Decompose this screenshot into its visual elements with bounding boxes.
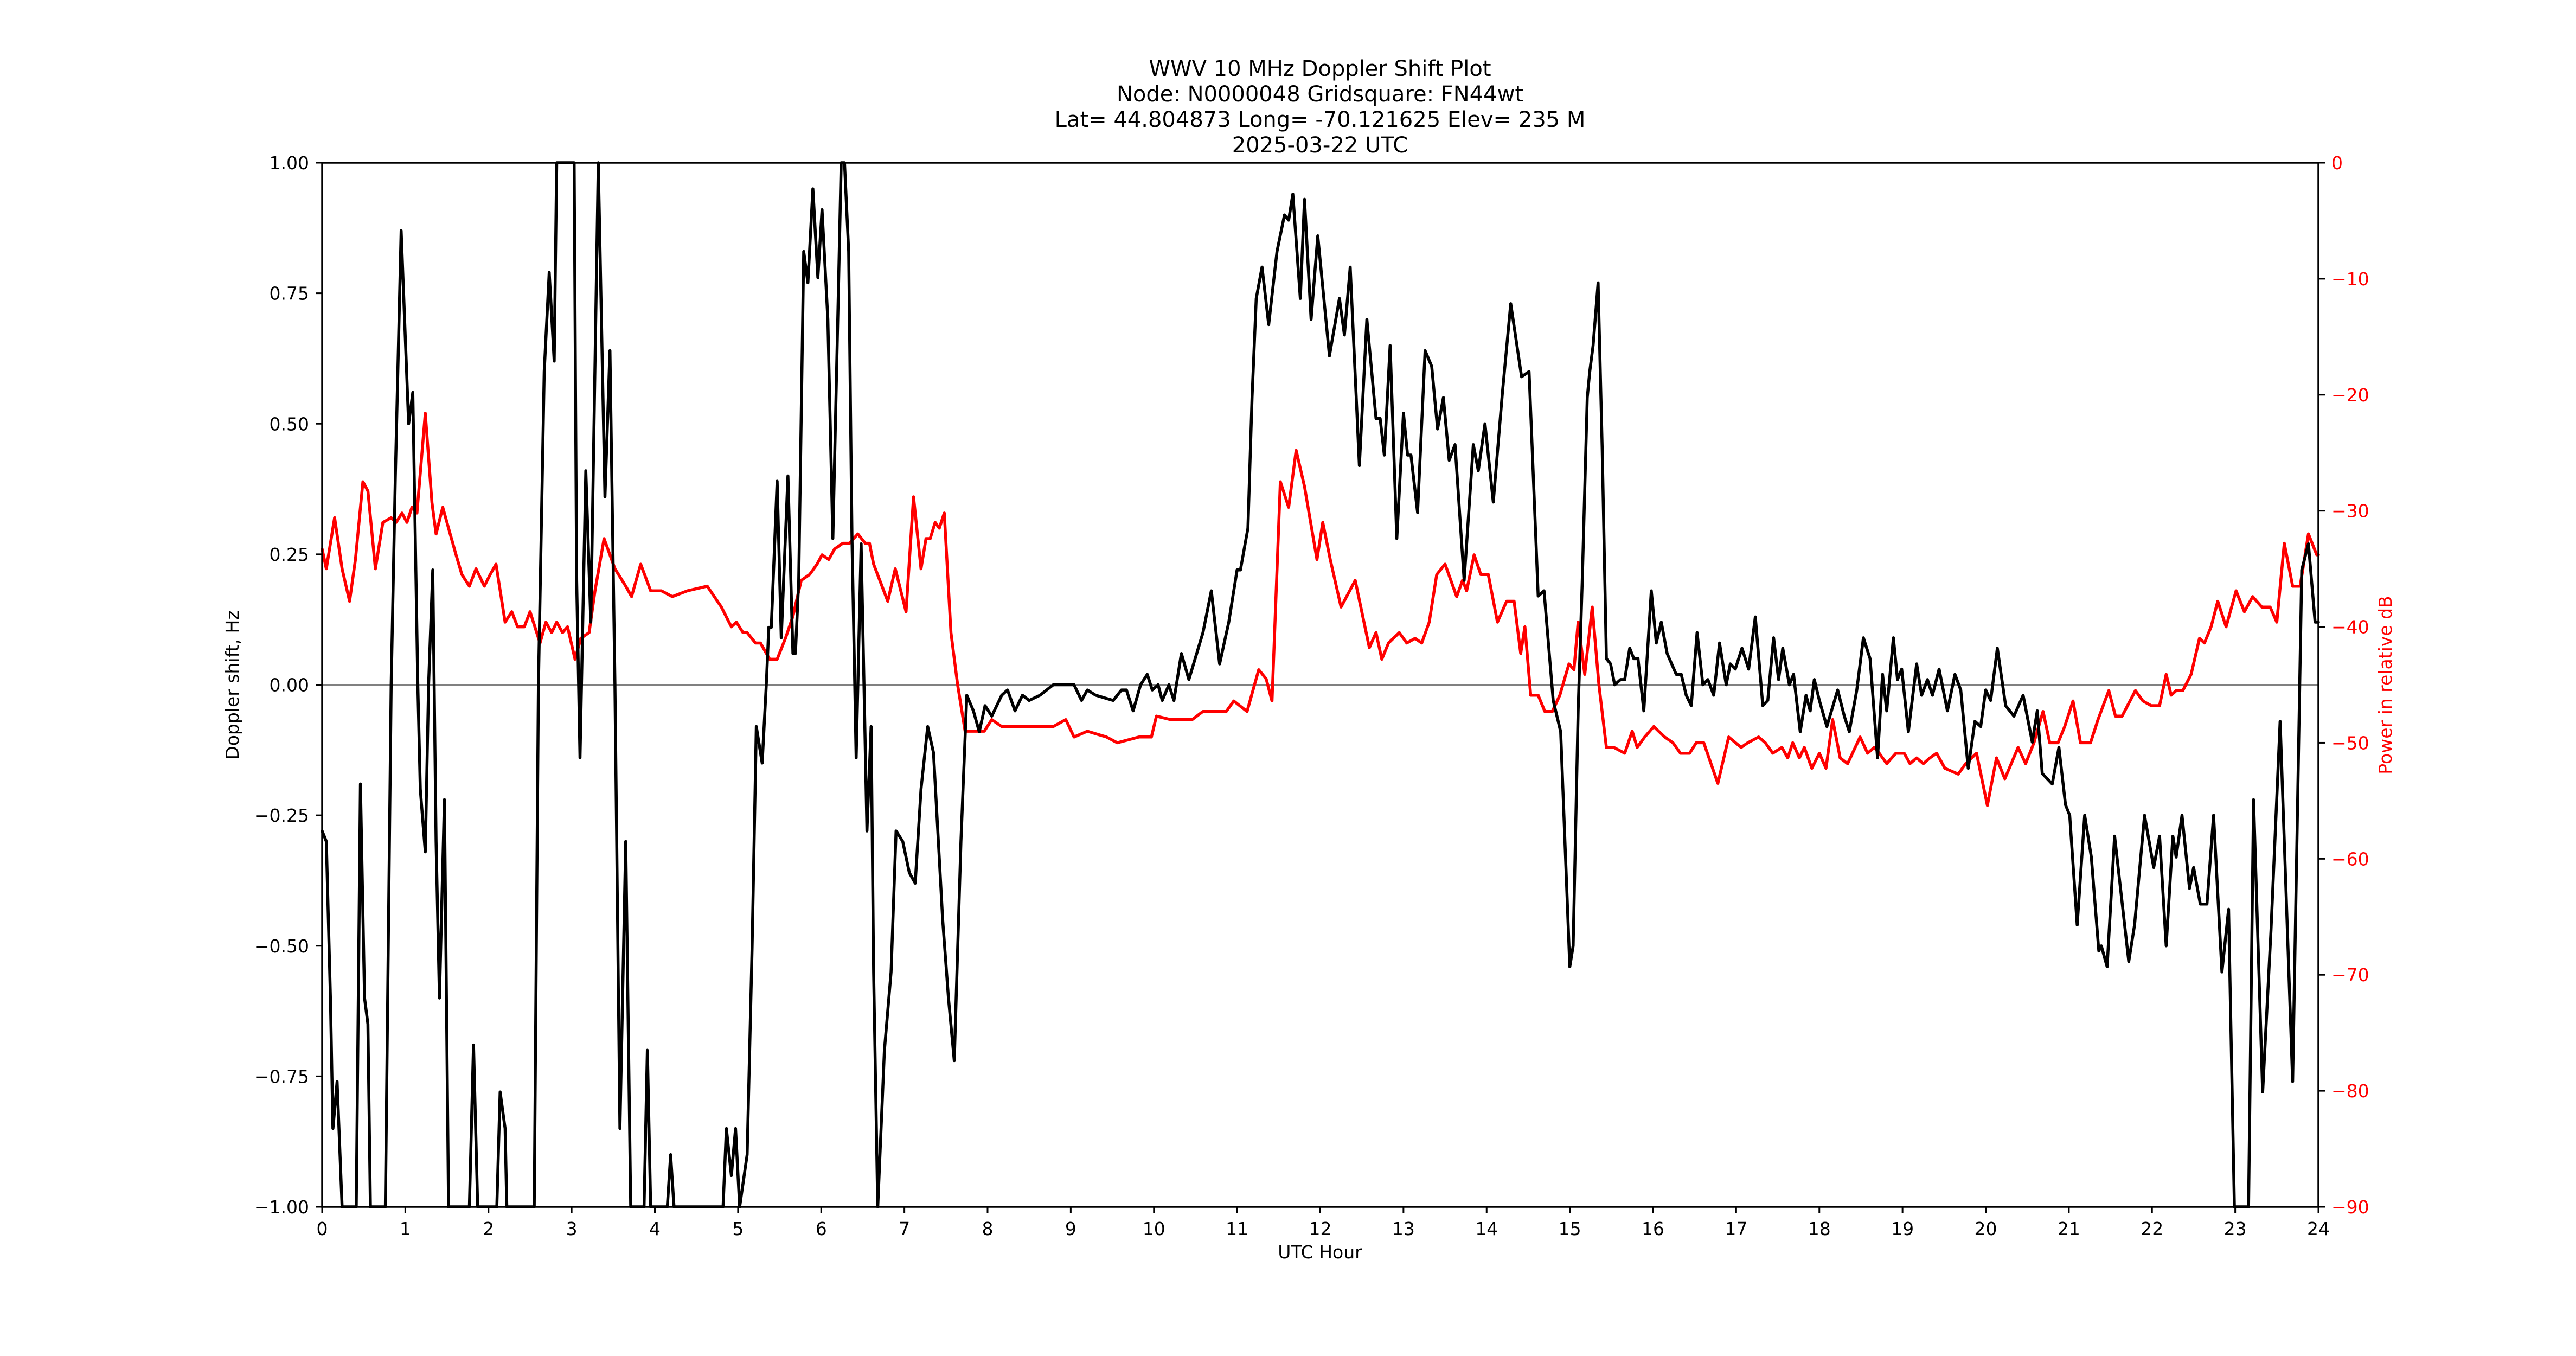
x-tick-label: 0 — [317, 1218, 328, 1239]
y-tick-label: −0.25 — [254, 805, 309, 826]
x-tick-label: 18 — [1808, 1218, 1831, 1239]
x-tick-label: 9 — [1065, 1218, 1076, 1239]
y-axis-left-label: Doppler shift, Hz — [222, 610, 243, 759]
y2-tick-label: −70 — [2331, 964, 2369, 986]
x-tick-label: 19 — [1891, 1218, 1914, 1239]
x-tick-label: 10 — [1143, 1218, 1165, 1239]
y-tick-label: 0.00 — [270, 675, 309, 696]
y-axis-right-ticks: 0 −10 −20 −30 −40 −50 −60 −70 −80 −90 — [2318, 152, 2369, 1218]
x-tick-label: 11 — [1226, 1218, 1248, 1239]
y2-tick-label: −10 — [2331, 268, 2369, 290]
title-line-4: 2025-03-22 UTC — [1232, 133, 1408, 158]
y2-tick-label: −50 — [2331, 732, 2369, 753]
x-axis-label: UTC Hour — [1278, 1242, 1362, 1263]
x-tick-label: 1 — [400, 1218, 411, 1239]
chart-title: WWV 10 MHz Doppler Shift Plot Node: N000… — [1055, 56, 1586, 158]
x-tick-label: 3 — [566, 1218, 578, 1239]
y2-tick-label: 0 — [2331, 152, 2343, 174]
plot-area — [321, 161, 2320, 1208]
y-axis-right-label: Power in relative dB — [2375, 596, 2396, 774]
y-tick-label: 0.50 — [270, 413, 309, 434]
x-tick-label: 14 — [1475, 1218, 1498, 1239]
doppler-series-line — [321, 161, 2320, 1208]
x-tick-label: 2 — [483, 1218, 494, 1239]
x-tick-label: 17 — [1725, 1218, 1747, 1239]
y2-tick-label: −20 — [2331, 385, 2369, 406]
x-tick-label: 6 — [816, 1218, 827, 1239]
y-tick-label: 0.75 — [270, 283, 309, 304]
y2-tick-label: −30 — [2331, 501, 2369, 522]
x-tick-label: 12 — [1309, 1218, 1332, 1239]
power-series-line — [321, 412, 2320, 807]
x-tick-label: 20 — [1975, 1218, 1997, 1239]
y-axis-left-ticks: 1.00 0.75 0.50 0.25 0.00 −0.25 −0.50 −0.75 −1.00 — [254, 152, 322, 1218]
y-tick-label: 1.00 — [270, 152, 309, 174]
x-tick-label: 21 — [2058, 1218, 2080, 1239]
y-tick-label: −1.00 — [254, 1197, 309, 1218]
x-tick-label: 5 — [732, 1218, 744, 1239]
y-tick-label: −0.50 — [254, 936, 309, 957]
x-tick-label: 4 — [649, 1218, 661, 1239]
y2-tick-label: −40 — [2331, 617, 2369, 638]
title-line-2: Node: N0000048 Gridsquare: FN44wt — [1117, 82, 1523, 107]
x-tick-label: 22 — [2141, 1218, 2163, 1239]
x-axis-ticks: 0 1 2 3 4 5 6 7 8 9 10 11 12 13 14 15 16 17 18 19 20 21 22 23 24 — [317, 1207, 2330, 1239]
x-tick-label: 15 — [1559, 1218, 1581, 1239]
y-tick-label: 0.25 — [270, 544, 309, 565]
x-tick-label: 8 — [982, 1218, 994, 1239]
y2-tick-label: −80 — [2331, 1080, 2369, 1102]
x-tick-label: 24 — [2307, 1218, 2330, 1239]
y-tick-label: −0.75 — [254, 1066, 309, 1087]
y2-tick-label: −60 — [2331, 848, 2369, 869]
x-tick-label: 16 — [1642, 1218, 1664, 1239]
title-line-3: Lat= 44.804873 Long= -70.121625 Elev= 23… — [1055, 107, 1586, 132]
x-tick-label: 7 — [899, 1218, 910, 1239]
y2-tick-label: −90 — [2331, 1197, 2369, 1218]
x-tick-label: 13 — [1392, 1218, 1415, 1239]
title-line-1: WWV 10 MHz Doppler Shift Plot — [1149, 56, 1491, 81]
x-tick-label: 23 — [2224, 1218, 2247, 1239]
